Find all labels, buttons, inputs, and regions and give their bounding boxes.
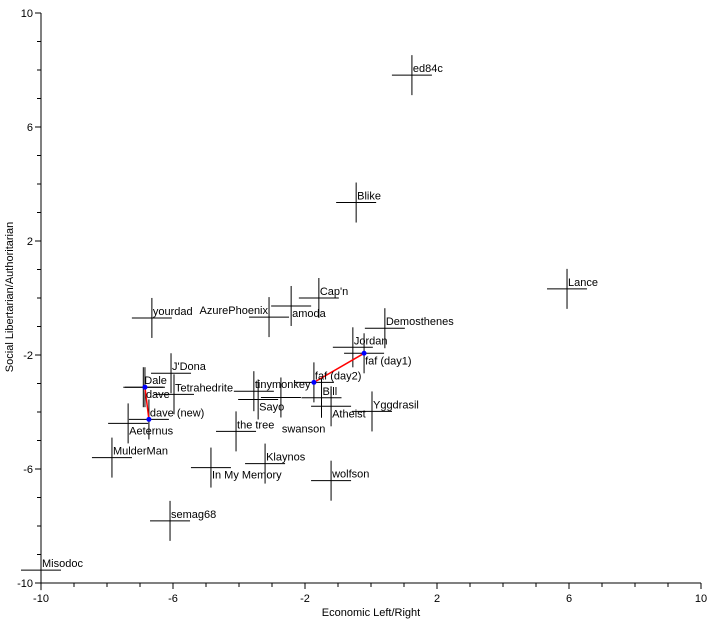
marks	[21, 55, 588, 591]
data-point	[216, 411, 257, 452]
point-label: semag68	[171, 509, 216, 521]
axes: -10 -6 -2 2 6 10 10 6 2 -2 -6 -10	[17, 8, 707, 605]
data-point	[131, 297, 172, 338]
point-label: the tree	[237, 419, 274, 431]
point-label: ed84c	[413, 63, 443, 75]
point-label: Misodoc	[42, 558, 83, 570]
data-point	[311, 386, 352, 427]
point-label: Klaynos	[266, 452, 306, 464]
data-point	[245, 443, 286, 484]
y-tick-label: -6	[23, 464, 33, 476]
y-tick-label: -2	[23, 350, 33, 362]
connection-line	[313, 352, 365, 384]
point-label: Cap'n	[320, 286, 348, 298]
point-label: Blike	[357, 191, 381, 203]
data-point	[547, 268, 588, 309]
x-tick-label: 10	[695, 593, 707, 605]
data-point	[151, 353, 192, 394]
y-tick-label: 6	[27, 122, 33, 134]
point-label: dave (new)	[150, 407, 204, 419]
point-label: swanson	[282, 423, 325, 435]
point-label: Atheist	[332, 408, 366, 420]
point-label: Dale	[144, 375, 167, 387]
point-label: Demosthenes	[386, 316, 454, 328]
point-label: dave	[146, 389, 170, 401]
data-point	[21, 550, 61, 591]
y-tick-label: -10	[17, 578, 33, 590]
data-point	[153, 374, 194, 415]
data-point	[108, 403, 149, 444]
x-tick-label: -10	[33, 593, 49, 605]
data-point	[91, 437, 132, 478]
data-point	[249, 297, 290, 338]
point-label: wolfson	[331, 469, 369, 481]
point-label: Bill	[323, 386, 338, 398]
point-label: AzurePhoenix	[200, 305, 269, 317]
data-point	[260, 377, 301, 418]
point-label: yourdad	[153, 306, 193, 318]
point-label: MulderMan	[113, 446, 168, 458]
data-point	[391, 55, 432, 96]
y-axis-label: Social Libertarian/Authoritarian	[4, 222, 16, 372]
point-label: Lance	[568, 277, 598, 289]
connection-dot	[142, 384, 148, 390]
data-point	[238, 379, 279, 420]
data-point	[150, 500, 191, 541]
point-label: Jordan	[354, 335, 388, 347]
connection-line	[144, 387, 150, 420]
point-label: Tetrahedrite	[175, 382, 233, 394]
point-label: Aeternus	[129, 425, 174, 437]
data-point	[351, 391, 392, 432]
data-point	[336, 182, 377, 223]
data-point	[271, 285, 312, 326]
point-labels: ed84c Blike Lance Cap'n amoda AzurePhoenix you…	[42, 63, 598, 570]
point-label: amoda	[292, 308, 327, 320]
connection-dot	[361, 350, 367, 356]
data-point	[364, 308, 405, 349]
data-point	[301, 377, 342, 418]
x-axis-label: Economic Left/Right	[322, 607, 420, 619]
x-tick-label: 6	[566, 593, 572, 605]
point-label: faf (day1)	[365, 355, 411, 367]
data-point	[190, 447, 231, 488]
point-label: faf (day2)	[315, 370, 361, 382]
data-point	[311, 460, 352, 501]
point-label: In My Memory	[212, 470, 282, 482]
point-label: Sayo	[259, 401, 284, 413]
x-tick-label: 2	[434, 593, 440, 605]
point-label: tinymonkey	[255, 379, 311, 391]
point-label: Yggdrasil	[373, 399, 419, 411]
data-point	[298, 278, 339, 318]
data-point	[233, 371, 274, 412]
y-tick-label: 2	[27, 236, 33, 248]
point-label: J'Dona	[172, 361, 207, 373]
y-tick-label: 10	[21, 8, 33, 20]
connection-dot	[146, 416, 152, 422]
connection-dot	[311, 379, 317, 385]
x-tick-label: -6	[168, 593, 178, 605]
x-tick-label: -2	[300, 593, 310, 605]
